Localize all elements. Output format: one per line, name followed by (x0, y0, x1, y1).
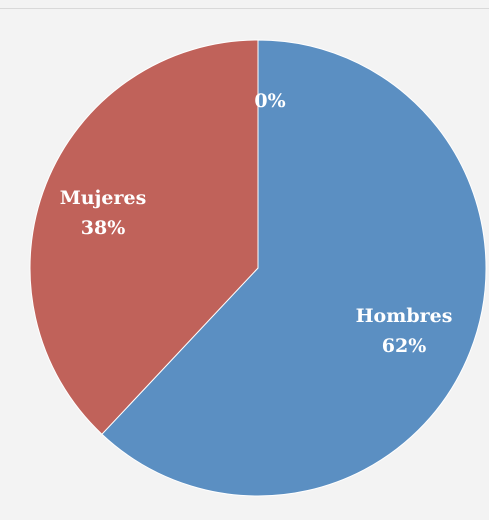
top-divider (0, 8, 489, 9)
pie-slice-mujeres (29, 39, 259, 435)
slice-value-hombres: 62% (382, 335, 427, 357)
slice-name-hombres: Hombres (356, 305, 453, 327)
slice-label-zero: 0% (254, 90, 285, 112)
pie-slice-hombres (101, 39, 487, 497)
slice-label-mujeres: Mujeres 38% (60, 187, 147, 239)
slice-name-mujeres: Mujeres (60, 187, 147, 209)
slice-value-mujeres: 38% (81, 217, 126, 239)
slice-label-hombres: Hombres 62% (356, 305, 453, 357)
pie-slices (29, 39, 487, 497)
slice-value-zero: 0% (254, 90, 285, 112)
